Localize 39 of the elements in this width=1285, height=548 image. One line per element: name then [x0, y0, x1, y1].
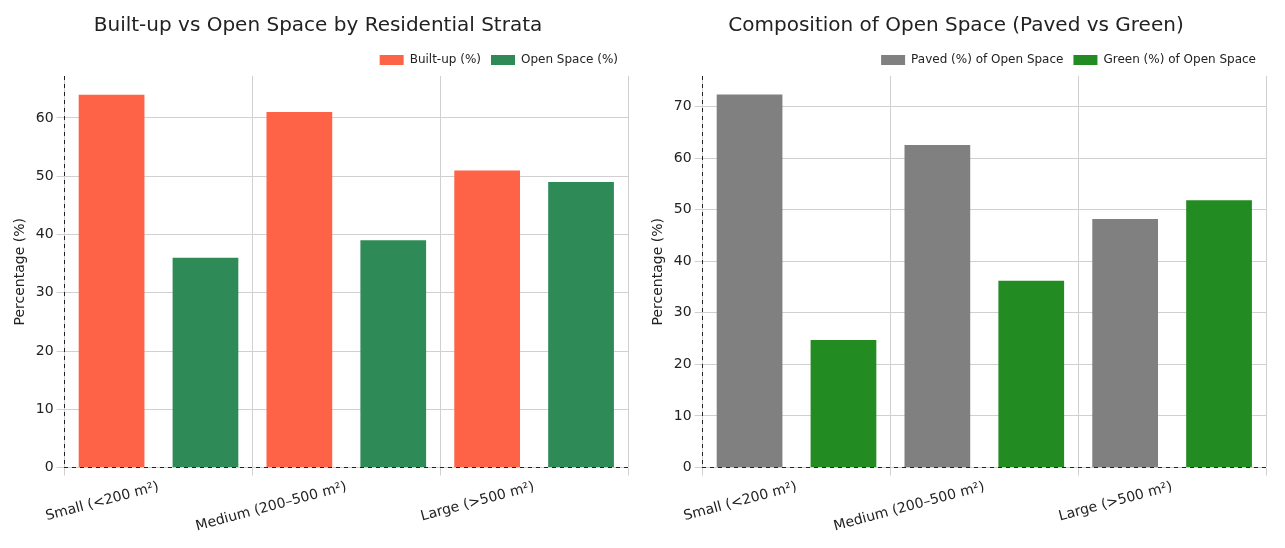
y-tick-label: 30: [35, 283, 54, 300]
y-tick-label: 20: [35, 341, 54, 358]
bar: [548, 182, 614, 468]
y-tick-label: 0: [44, 458, 54, 475]
y-tick-label: 50: [35, 166, 54, 183]
y-tick-label: 40: [673, 251, 692, 268]
bar: [360, 240, 427, 468]
x-tick-label: Small (<200 m²): [681, 477, 799, 524]
chart-title: Built-up vs Open Space by Residential Strata: [93, 12, 543, 37]
legend-label: Built-up (%): [409, 52, 481, 67]
y-tick-label: 30: [673, 303, 692, 320]
bar: [904, 145, 971, 468]
y-tick-label: 20: [673, 355, 692, 371]
chart-title: Composition of Open Space (Paved vs Green): [728, 12, 1184, 37]
y-axis-title: Percentage (%): [11, 218, 28, 326]
bar: [454, 170, 521, 468]
x-tick-label: Large (>500 m²): [1056, 477, 1174, 524]
bar: [716, 94, 783, 468]
y-tick-label: 60: [35, 108, 54, 125]
y-axis-title: Percentage (%): [649, 218, 666, 326]
bar: [78, 94, 145, 468]
bar: [998, 280, 1065, 468]
bar: [172, 257, 239, 468]
y-tick-label: 0: [682, 458, 692, 475]
x-tick-label: Large (>500 m²): [418, 477, 536, 524]
y-tick-label: 40: [35, 225, 54, 242]
y-tick-label: 70: [673, 97, 692, 114]
bar: [266, 112, 333, 468]
bar: [1186, 200, 1252, 468]
bar: [1092, 218, 1159, 468]
bar: [810, 340, 877, 468]
x-tick-label: Small (<200 m²): [43, 477, 161, 524]
y-tick-label: 10: [673, 406, 692, 423]
legend-label: Green (%) of Open Space: [1103, 52, 1257, 67]
legend-label: Paved (%) of Open Space: [911, 52, 1064, 67]
y-tick-label: 10: [35, 399, 54, 416]
legend-label: Open Space (%): [520, 52, 618, 67]
y-tick-label: 50: [673, 200, 692, 217]
y-tick-label: 60: [673, 148, 692, 165]
